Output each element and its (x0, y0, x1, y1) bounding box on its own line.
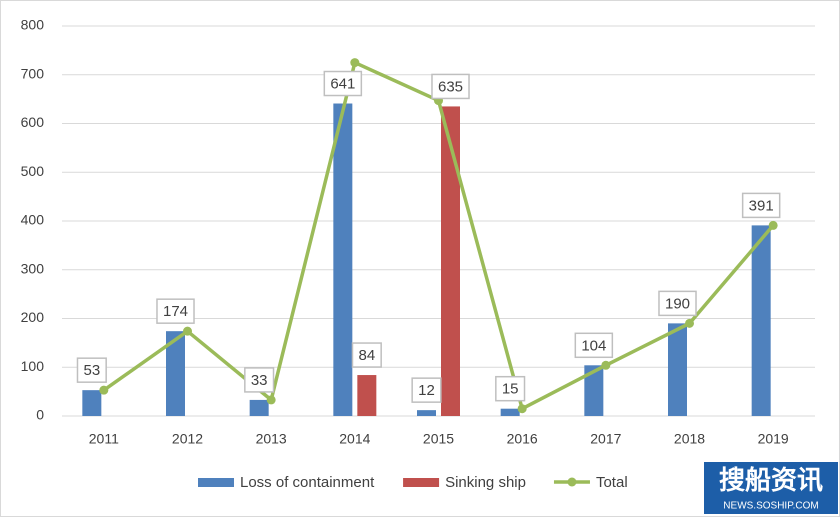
data-label-box (658, 290, 697, 317)
data-label: 12 (411, 377, 442, 403)
bar (357, 375, 377, 416)
bar (584, 365, 604, 416)
data-label-box (495, 375, 526, 402)
legend-label: Sinking ship (445, 474, 526, 491)
data-label: 33 (244, 367, 275, 393)
x-tick-label: 2015 (423, 431, 454, 447)
y-tick-label: 0 (36, 407, 44, 423)
bar (668, 323, 687, 416)
data-label: 635 (431, 73, 470, 100)
data-label-box (351, 342, 382, 368)
y-tick-label: 600 (21, 114, 45, 130)
data-label-box (411, 377, 442, 403)
y-tick-label: 100 (21, 358, 45, 374)
bar (751, 225, 771, 416)
data-label: 15 (495, 375, 526, 402)
bar (249, 399, 269, 416)
line-marker (601, 360, 611, 370)
bar (333, 103, 353, 416)
data-label-text: 12 (418, 382, 435, 399)
data-label-text: 641 (330, 75, 355, 92)
bar (441, 106, 460, 416)
data-label: 53 (76, 357, 107, 383)
x-tick-label: 2013 (256, 431, 287, 447)
data-label-text: 15 (502, 381, 519, 398)
data-label: 104 (574, 332, 614, 359)
x-tick-label: 2018 (674, 431, 705, 447)
x-tick-label: 2012 (172, 431, 203, 447)
watermark-bg (704, 462, 838, 514)
watermark-url: NEWS.SOSHIP.COM (723, 501, 818, 512)
bar (417, 410, 436, 416)
data-label-box (244, 367, 275, 393)
legend-swatch (567, 477, 577, 487)
line-marker (266, 395, 276, 405)
legend-swatch (403, 478, 440, 487)
watermark-title: 搜船资讯 (719, 465, 823, 495)
y-tick-label: 800 (21, 17, 45, 33)
y-tick-label: 400 (21, 212, 45, 228)
data-label-text: 53 (83, 362, 100, 379)
x-tick-label: 2016 (507, 431, 538, 447)
x-tick-label: 2019 (758, 431, 789, 447)
x-tick-label: 2011 (89, 431, 119, 447)
data-label: 641 (323, 70, 363, 97)
y-tick-label: 500 (21, 163, 45, 179)
line-marker (350, 58, 360, 68)
x-tick-label: 2017 (590, 431, 621, 447)
y-tick-label: 300 (21, 260, 45, 276)
data-label-text: 635 (438, 78, 463, 95)
data-label-text: 33 (251, 372, 268, 389)
line-marker (183, 326, 192, 336)
data-label: 190 (658, 290, 697, 317)
data-label-text: 190 (665, 295, 690, 312)
x-tick-label: 2014 (339, 431, 370, 447)
data-label-text: 104 (581, 337, 606, 354)
data-label-text: 174 (163, 303, 188, 320)
watermark: 搜船资讯 NEWS.SOSHIP.COM (704, 462, 838, 514)
data-label-box (574, 332, 614, 359)
legend-swatch (198, 478, 234, 487)
bar (82, 390, 102, 416)
line-marker (685, 318, 694, 328)
bar (166, 331, 185, 416)
data-label: 174 (156, 298, 195, 324)
data-label-box (431, 73, 470, 100)
y-tick-label: 700 (21, 65, 45, 81)
data-label-box (323, 70, 363, 97)
line-marker (517, 404, 527, 414)
bar (500, 408, 520, 416)
data-label-box (76, 357, 107, 383)
legend-label: Loss of containment (240, 474, 375, 491)
data-label-text: 391 (749, 197, 774, 214)
legend-label: Total (596, 474, 628, 491)
line-marker (768, 220, 778, 230)
y-tick-label: 200 (21, 309, 45, 325)
data-label-box (741, 192, 781, 219)
data-label-text: 84 (358, 347, 375, 364)
data-label: 84 (351, 342, 382, 368)
data-label-box (156, 298, 195, 324)
line-marker (99, 385, 109, 395)
data-label: 391 (741, 192, 781, 219)
